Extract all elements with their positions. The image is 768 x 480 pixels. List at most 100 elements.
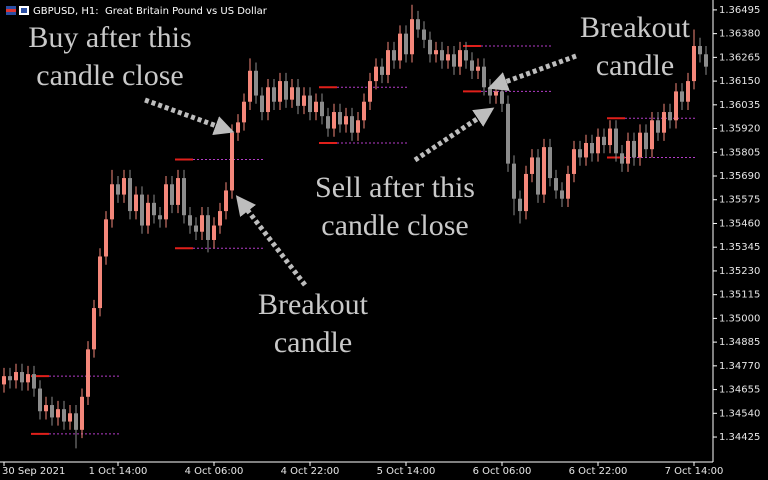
x-tick-label: 30 Sep 2021 (2, 466, 65, 477)
candle-body (188, 215, 192, 226)
candle-body (608, 128, 612, 146)
candle-body (122, 178, 126, 195)
candle-body (614, 128, 618, 154)
candle-body (230, 132, 234, 191)
annotation: candle close (321, 209, 468, 242)
candle-body (14, 372, 18, 381)
candle-body (8, 376, 12, 381)
candle-body (410, 19, 414, 55)
candle-body (590, 142, 594, 154)
candle-body (668, 112, 672, 121)
y-tick-label: 1.35000 (719, 313, 760, 324)
candle-body (554, 178, 558, 191)
candle-body (326, 116, 330, 129)
candle-body (656, 120, 660, 133)
candle-body (368, 81, 372, 102)
candle-body (530, 157, 534, 174)
candle-body (692, 46, 696, 82)
arrow (413, 107, 495, 163)
candle-body (86, 349, 90, 397)
candle-body (68, 413, 72, 422)
y-tick-label: 1.35805 (719, 147, 760, 158)
chart-title: GBPUSD, H1: Great Britain Pound vs US Do… (33, 6, 268, 17)
x-tick-label: 1 Oct 14:00 (89, 466, 148, 477)
candle-body (182, 178, 186, 216)
candle-body (290, 87, 294, 100)
y-tick-label: 1.36150 (719, 76, 760, 87)
y-tick-label: 1.36495 (719, 5, 760, 16)
candle-body (524, 173, 528, 212)
candle-body (32, 374, 36, 389)
candle-body (698, 46, 702, 55)
candle-body (452, 54, 456, 67)
y-tick-label: 1.34425 (719, 432, 760, 443)
candle-body (254, 70, 258, 96)
y-tick-label: 1.35115 (719, 290, 760, 301)
y-tick-label: 1.36265 (719, 52, 760, 63)
candle-body (440, 50, 444, 61)
candle-body (374, 66, 378, 82)
candle-body (266, 87, 270, 113)
x-tick-label: 6 Oct 22:00 (569, 466, 628, 477)
candle-body (224, 190, 228, 212)
plot (2, 4, 708, 449)
candle-body (92, 308, 96, 350)
candle-body (596, 136, 600, 154)
candle-body (446, 54, 450, 61)
y-tick-label: 1.35690 (719, 171, 760, 182)
candle-body (512, 163, 516, 199)
candle-body (194, 225, 198, 232)
candle-body (146, 202, 150, 226)
x-tick-label: 4 Oct 06:00 (185, 466, 244, 477)
candle-body (422, 29, 426, 40)
candle-body (536, 157, 540, 195)
candle-body (686, 81, 690, 102)
y-tick-label: 1.35920 (719, 124, 760, 135)
candle-body (518, 198, 522, 212)
candle-body (566, 173, 570, 199)
candle-body (386, 50, 390, 75)
y-tick-label: 1.34885 (719, 337, 760, 348)
candle-body (104, 219, 108, 257)
y-tick-label: 1.36035 (719, 100, 760, 111)
candle-body (296, 87, 300, 106)
candle-body (284, 81, 288, 100)
candle-body (704, 54, 708, 67)
candle-body (494, 91, 498, 96)
candle-body (584, 142, 588, 158)
candle-body (218, 211, 222, 226)
candle-body (434, 50, 438, 55)
annotation: Breakout (258, 288, 369, 321)
candle-body (158, 215, 162, 220)
arrow (144, 97, 235, 135)
candle-body (680, 91, 684, 102)
x-tick-label: 4 Oct 22:00 (281, 466, 340, 477)
candle-body (308, 95, 312, 113)
candle-body (140, 194, 144, 226)
candle-body (338, 112, 342, 125)
x-tick-label: 5 Oct 14:00 (377, 466, 436, 477)
candle-body (260, 95, 264, 113)
annotation: candle (596, 49, 674, 82)
candle-body (674, 91, 678, 121)
annotation: Breakout (580, 11, 691, 44)
arrows (144, 53, 577, 287)
candle-body (392, 50, 396, 61)
candle-body (242, 101, 246, 123)
candle-body (572, 149, 576, 174)
y-tick-label: 1.34770 (719, 361, 760, 372)
arrow (487, 53, 577, 91)
annotation: Sell after this (315, 171, 475, 204)
candle-body (38, 388, 42, 412)
candle-body (26, 374, 30, 383)
candle-body (248, 70, 252, 102)
candle-body (416, 19, 420, 30)
x-tick-label: 7 Oct 14:00 (665, 466, 724, 477)
candle-body (20, 372, 24, 383)
candle-body (236, 122, 240, 133)
candle-body (212, 225, 216, 240)
candle-body (542, 147, 546, 195)
candle-body (380, 66, 384, 75)
